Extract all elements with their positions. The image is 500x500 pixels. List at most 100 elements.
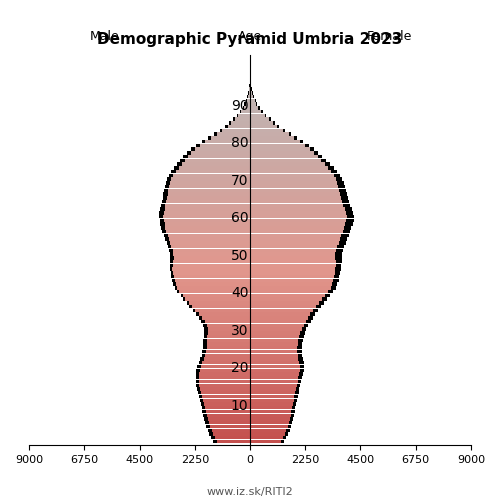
Bar [250,384,300,387]
Bar [169,238,250,241]
Bar [250,136,297,140]
Bar [250,376,298,380]
Bar [250,402,296,406]
Bar [250,328,306,331]
Bar [204,402,250,406]
Bar [250,178,336,181]
Bar [233,118,250,121]
Bar [250,432,288,436]
Bar [250,268,341,271]
Bar [177,290,250,294]
Bar [182,162,250,166]
Bar [169,185,250,188]
Bar [201,365,250,368]
Bar [166,204,250,207]
Bar [250,148,314,151]
Bar [250,151,314,154]
Bar [250,358,298,360]
Bar [250,128,285,132]
Bar [179,166,250,170]
Bar [164,218,250,222]
Bar [250,196,348,200]
Bar [250,335,304,338]
Bar [208,136,250,140]
Bar [190,305,250,308]
Bar [250,324,304,327]
Bar [250,218,354,222]
Bar [250,110,263,114]
Bar [209,432,250,436]
Bar [180,290,250,294]
Bar [206,425,250,428]
Bar [164,211,250,214]
Bar [180,158,250,162]
Bar [250,200,349,203]
Bar [250,125,277,128]
Bar [178,162,250,166]
Bar [250,118,270,121]
Bar [204,398,250,402]
Bar [250,208,344,211]
Bar [250,185,338,188]
Bar [250,121,273,124]
Bar [174,174,250,177]
Bar [250,410,291,413]
Bar [202,140,250,143]
Bar [191,151,250,154]
Bar [250,425,288,428]
Bar [250,305,316,308]
Bar [203,346,250,350]
Bar [250,148,310,151]
Bar [250,406,292,409]
Bar [249,88,250,91]
Bar [250,245,344,248]
Bar [199,312,250,316]
Bar [250,230,350,234]
Bar [250,428,286,432]
Bar [204,335,250,338]
Bar [250,331,300,334]
Bar [250,286,331,290]
Bar [250,208,352,211]
Bar [250,185,345,188]
Bar [250,174,334,177]
Bar [250,238,347,241]
Bar [250,301,324,304]
Bar [217,440,250,443]
Bar [250,84,252,87]
Bar [250,114,266,117]
Bar [196,144,250,147]
Bar [250,144,308,147]
Bar [241,110,250,114]
Bar [214,432,250,436]
Bar [250,196,341,200]
Bar [200,388,250,390]
Bar [250,414,294,417]
Bar [250,181,338,184]
Bar [230,121,250,124]
Bar [212,428,250,432]
Bar [250,282,338,286]
Bar [250,260,336,264]
Bar [206,346,250,350]
Bar [250,338,303,342]
Bar [210,425,250,428]
Bar [250,324,308,327]
Bar [186,301,250,304]
Bar [202,391,250,394]
Bar [204,324,250,327]
Bar [207,338,250,342]
Bar [250,241,346,244]
Bar [168,245,250,248]
Bar [250,136,294,140]
Bar [172,170,250,173]
Bar [250,166,334,170]
Bar [170,271,250,274]
Bar [250,80,251,84]
Bar [172,178,250,181]
Bar [213,440,250,443]
Bar [183,298,250,301]
Bar [250,162,325,166]
Bar [250,312,315,316]
Bar [250,234,348,237]
